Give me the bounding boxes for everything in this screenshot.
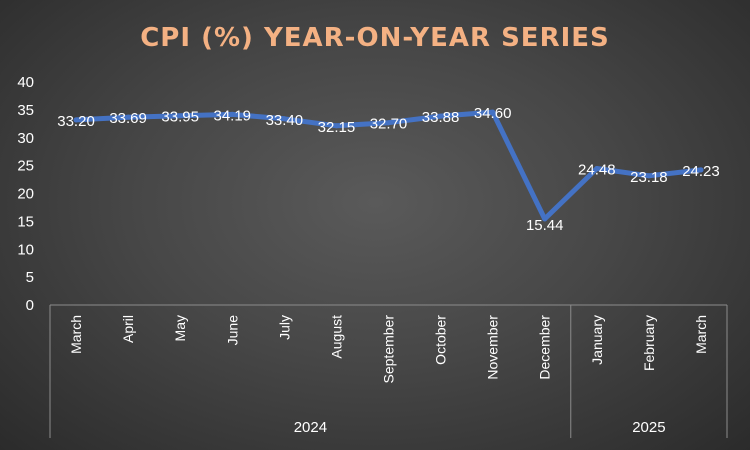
- x-tick-label: November: [485, 315, 501, 380]
- data-point: [386, 120, 391, 126]
- data-label: 34.19: [213, 107, 251, 124]
- y-tick-label: 0: [26, 297, 34, 314]
- x-tick-label: August: [328, 315, 344, 359]
- data-label: 33.69: [109, 110, 147, 127]
- x-tick-label: April: [120, 315, 136, 343]
- data-point: [698, 167, 704, 173]
- x-tick-label: March: [693, 315, 709, 354]
- data-point: [490, 109, 496, 115]
- data-point: [438, 113, 444, 119]
- y-tick-label: 15: [17, 213, 34, 230]
- data-label: 33.95: [161, 109, 199, 126]
- data-label: 23.18: [630, 169, 668, 186]
- data-label: 33.40: [266, 112, 304, 129]
- data-label: 32.70: [370, 116, 408, 133]
- data-point: [281, 116, 287, 122]
- x-tick-label: December: [537, 315, 553, 380]
- data-point: [229, 111, 235, 117]
- y-tick-label: 20: [17, 186, 34, 203]
- y-tick-label: 10: [17, 241, 34, 258]
- x-group-label: 2024: [294, 419, 327, 436]
- y-tick-label: 30: [17, 130, 34, 147]
- x-tick-label: January: [589, 315, 605, 365]
- data-label: 33.88: [422, 109, 460, 126]
- data-point: [646, 173, 652, 179]
- data-label: 24.48: [578, 162, 616, 179]
- data-point: [542, 216, 548, 222]
- series-layer: [73, 109, 704, 222]
- data-point: [73, 117, 79, 123]
- x-tick-label: July: [276, 315, 292, 340]
- y-tick-label: 25: [17, 158, 34, 175]
- x-tick-label: February: [641, 315, 657, 371]
- x-tick-label: October: [433, 315, 449, 365]
- data-label: 34.60: [474, 105, 512, 122]
- x-group-label: 2025: [632, 419, 665, 436]
- data-point: [177, 113, 183, 119]
- y-axis: 0 5 10 15 20 25 30 35 40: [17, 74, 34, 314]
- data-point: [333, 123, 339, 129]
- chart-title: CPI (%) YEAR-ON-YEAR SERIES: [140, 23, 610, 53]
- x-tick-label: June: [224, 315, 240, 346]
- data-point: [594, 166, 600, 172]
- x-tick-label: September: [381, 315, 397, 384]
- y-tick-label: 35: [17, 102, 34, 119]
- y-tick-label: 5: [26, 269, 34, 286]
- data-label: 15.44: [526, 217, 564, 234]
- x-axis: March April May June July August September Octo…: [49, 304, 728, 438]
- x-tick-label: March: [68, 315, 84, 354]
- y-tick-label: 40: [17, 74, 34, 91]
- data-point: [125, 114, 131, 120]
- data-label: 32.15: [318, 119, 356, 136]
- data-label: 33.20: [57, 113, 95, 130]
- x-tick-label: May: [172, 315, 188, 341]
- data-labels: 33.20 33.69 33.95 34.19 33.40 32.15 32.70 33.88…: [57, 105, 719, 234]
- data-label: 24.23: [682, 163, 720, 180]
